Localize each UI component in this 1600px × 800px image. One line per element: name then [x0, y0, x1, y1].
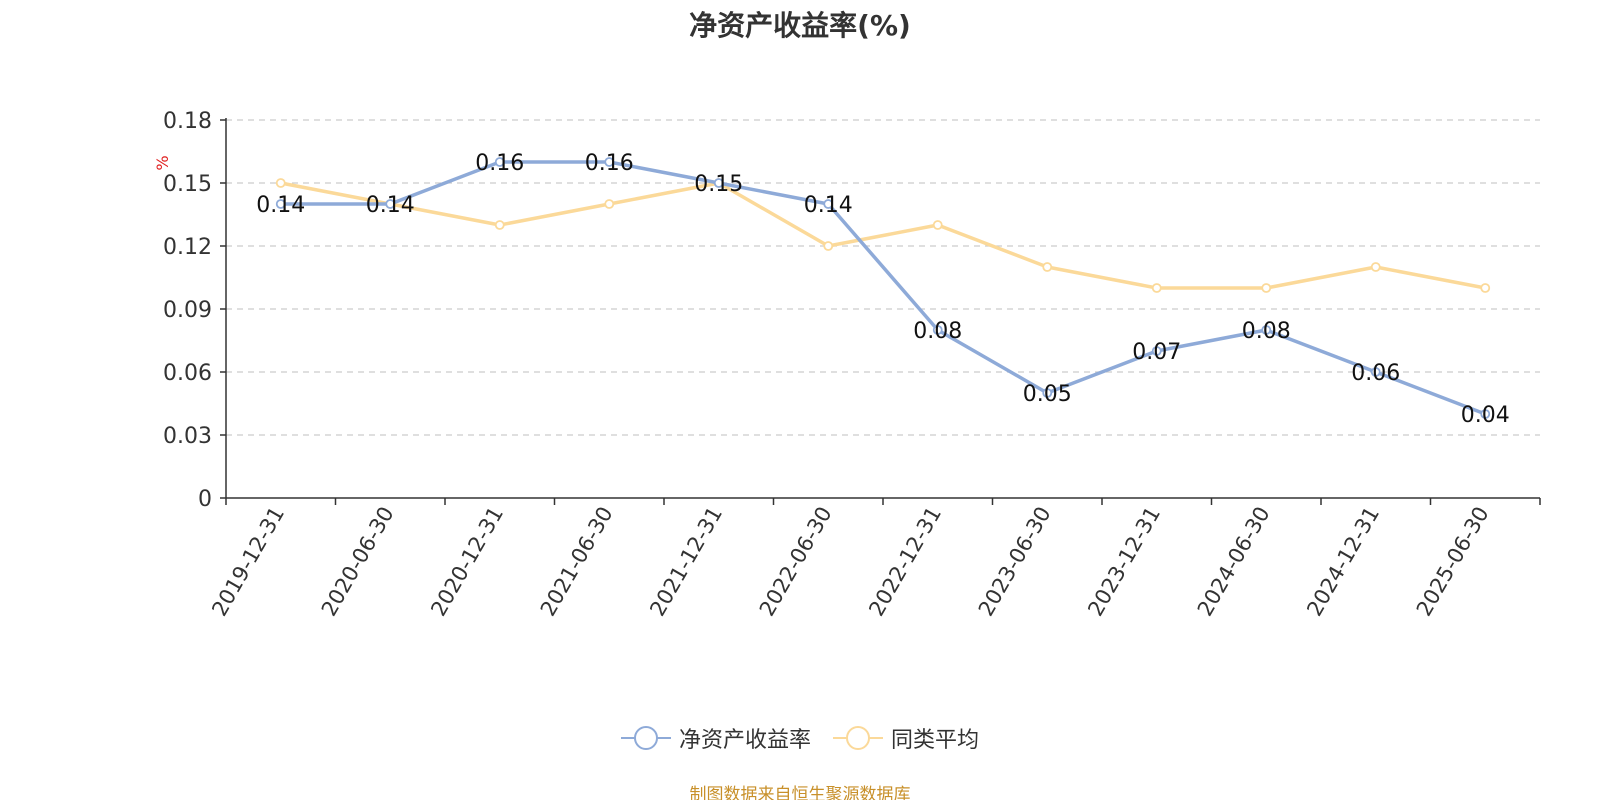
data-point-peer-average: [1370, 262, 1381, 272]
data-point-peer-average: [1261, 283, 1272, 293]
legend-item-peer-average[interactable]: 同类平均: [833, 722, 979, 754]
data-label-roe: 0.14: [256, 193, 305, 218]
data-label-roe: 0.08: [913, 319, 962, 344]
chart-legend: 净资产收益率 同类平均: [0, 722, 1600, 754]
data-label-roe: 0.05: [1023, 382, 1072, 407]
data-point-peer-average: [823, 241, 834, 251]
data-label-roe: 0.08: [1242, 319, 1291, 344]
data-label-roe: 0.16: [475, 151, 524, 176]
x-tick-label: 2020-06-30: [317, 503, 399, 621]
x-tick-label: 2020-12-31: [426, 503, 508, 621]
data-label-roe: 0.04: [1461, 403, 1510, 428]
data-point-roe: [1261, 325, 1272, 335]
data-point-roe: [1370, 367, 1381, 377]
series-line-peer-average: [280, 181, 1486, 290]
data-label-roe: 0.06: [1351, 361, 1400, 386]
y-tick-label: 0.18: [163, 109, 212, 134]
data-label-roe: 0.14: [804, 193, 853, 218]
data-point-roe: [275, 199, 286, 209]
x-tick-label: 2023-12-31: [1083, 503, 1165, 621]
x-tick-label: 2022-06-30: [755, 503, 837, 621]
data-point-roe: [385, 199, 396, 209]
x-tick-label: 2023-06-30: [974, 503, 1056, 621]
x-tick-label: 2019-12-31: [207, 503, 289, 621]
y-tick-label: 0: [198, 487, 212, 512]
data-label-roe: 0.14: [366, 193, 415, 218]
data-point-roe: [1151, 346, 1162, 356]
chart-title: 净资产收益率(%): [689, 9, 911, 42]
x-tick-label: 2024-12-31: [1302, 503, 1384, 621]
data-point-peer-average: [1042, 262, 1053, 272]
y-axis-label: %: [153, 155, 172, 170]
y-tick-label: 0.03: [163, 424, 212, 449]
data-point-roe: [823, 199, 834, 209]
data-point-roe: [932, 325, 943, 335]
legend-swatch-peer-average: [833, 726, 883, 750]
x-tick-label: 2021-12-31: [645, 503, 727, 621]
legend-circle-peer-average-icon: [846, 726, 870, 750]
y-tick-label: 0.12: [163, 235, 212, 260]
x-tick-label: 2022-12-31: [864, 503, 946, 621]
data-label-roe: 0.07: [1132, 340, 1181, 365]
data-point-roe: [1042, 388, 1053, 398]
source-note: 制图数据来自恒生聚源数据库: [689, 785, 911, 800]
legend-label-peer-average: 同类平均: [891, 728, 980, 753]
data-point-roe: [1480, 409, 1491, 419]
y-tick-label: 0.06: [163, 361, 212, 386]
data-point-roe: [494, 157, 505, 167]
legend-circle-roe-icon: [633, 726, 658, 750]
data-point-peer-average: [604, 199, 615, 209]
legend-item-roe[interactable]: 净资产收益率: [620, 722, 811, 754]
x-tick-label: 2024-06-30: [1193, 503, 1275, 621]
data-point-peer-average: [1151, 283, 1162, 293]
x-tick-label: 2025-06-30: [1412, 503, 1494, 621]
data-point-peer-average: [932, 220, 943, 230]
series-line-roe: [280, 160, 1486, 416]
legend-swatch-roe: [620, 726, 671, 750]
data-label-roe: 0.16: [585, 151, 634, 176]
y-tick-label: 0.09: [163, 298, 212, 323]
data-point-roe: [604, 157, 615, 167]
data-point-peer-average: [275, 178, 286, 188]
data-point-roe: [713, 178, 724, 188]
data-point-peer-average: [1480, 283, 1491, 293]
data-label-roe: 0.15: [694, 172, 743, 197]
x-tick-label: 2021-06-30: [536, 503, 618, 621]
legend-label-roe: 净资产收益率: [678, 728, 811, 753]
data-point-peer-average: [494, 220, 505, 230]
y-tick-label: 0.15: [163, 172, 212, 197]
